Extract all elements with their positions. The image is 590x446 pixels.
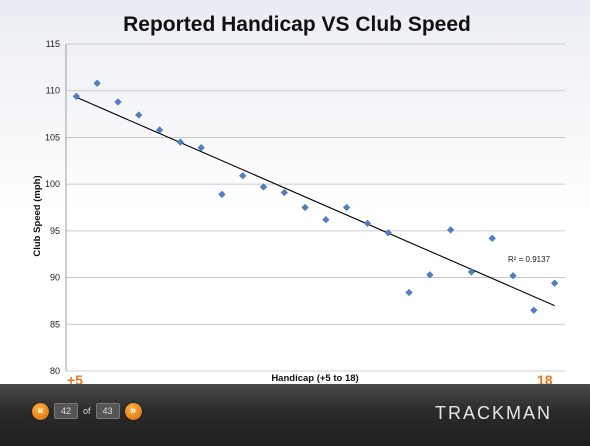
x-axis-title: Handicap (+5 to 18): [271, 373, 358, 384]
data-point: [488, 234, 496, 243]
data-point: [239, 172, 247, 180]
x-axis-right-label: 18: [537, 372, 553, 384]
page-of-label: of: [83, 406, 91, 416]
previous-slide-button[interactable]: «: [32, 402, 49, 420]
chart-slide: Reported Handicap VS Club Speed 80 85 90 95…: [0, 0, 590, 384]
y-tick-label: 85: [50, 319, 60, 329]
data-point: [467, 268, 476, 276]
data-point: [176, 138, 185, 146]
data-point: [322, 215, 330, 224]
y-tick-label: 110: [46, 86, 60, 96]
data-point: [280, 188, 288, 197]
y-tick-label: 105: [45, 132, 60, 142]
gridlines: [65, 43, 565, 372]
y-tick-label: 95: [50, 226, 60, 236]
r-squared-label: R² = 0.9137: [508, 255, 551, 264]
data-point: [530, 306, 538, 314]
data-point: [114, 98, 122, 106]
trackman-logo: TRACKMAN: [434, 403, 552, 423]
data-point: [259, 183, 268, 191]
data-point: [93, 79, 101, 87]
data-points: [72, 79, 559, 314]
trendline: [76, 96, 555, 307]
data-point: [509, 272, 517, 280]
data-point: [135, 111, 143, 119]
data-point: [197, 144, 205, 152]
chart-title: Reported Handicap VS Club Speed: [123, 13, 471, 36]
data-point: [301, 203, 309, 212]
y-tick-label: 90: [50, 273, 60, 283]
current-page-field[interactable]: 42: [54, 403, 78, 419]
slide-pager: « 42 of 43 »: [32, 400, 142, 422]
y-tick-label: 100: [45, 179, 60, 189]
next-slide-button[interactable]: »: [124, 402, 142, 420]
data-point: [218, 190, 226, 199]
y-axis-title: Club Speed (mph): [32, 175, 43, 256]
y-tick-labels: 80 85 90 95 100 105 110 115: [45, 39, 60, 376]
data-point: [72, 92, 81, 101]
presentation-footer: « 42 of 43 » TRACKMAN: [0, 384, 590, 446]
total-pages-display: 43: [95, 403, 120, 419]
y-tick-label: 115: [46, 39, 60, 49]
data-point: [155, 126, 164, 134]
data-point: [405, 288, 413, 297]
data-point: [363, 219, 372, 228]
data-point: [384, 229, 392, 237]
y-tick-label: 80: [50, 366, 60, 376]
data-point: [343, 203, 351, 212]
data-point: [550, 279, 559, 287]
data-point: [426, 271, 434, 279]
scatter-chart: Reported Handicap VS Club Speed 80 85 90 95…: [32, 13, 565, 384]
x-axis-left-label: +5: [67, 372, 83, 384]
data-point: [446, 226, 455, 234]
